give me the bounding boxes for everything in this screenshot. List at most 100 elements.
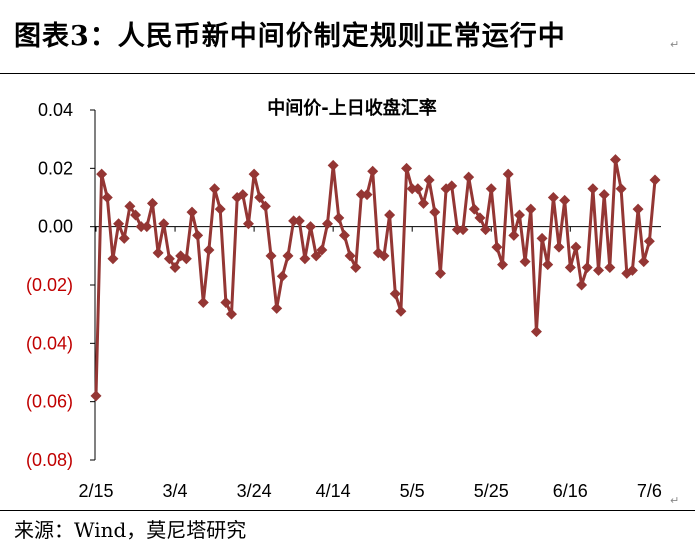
data-point-marker: [474, 212, 486, 224]
data-point-marker: [186, 206, 198, 218]
y-axis: 0.04 0.02 0.00 (0.02) (0.04) (0.06) (0.08): [26, 100, 96, 470]
data-point-marker: [214, 203, 226, 215]
data-point-marker: [333, 212, 345, 224]
data-point-marker: [163, 253, 175, 265]
data-point-marker: [570, 241, 582, 253]
data-point-marker: [242, 218, 254, 230]
data-point-marker: [130, 209, 142, 221]
data-point-marker: [480, 224, 492, 236]
x-tick-label: 7/6: [637, 481, 662, 501]
data-point-marker: [457, 224, 469, 236]
data-point-marker: [468, 203, 480, 215]
data-point-marker: [305, 221, 317, 233]
chart-title: 中间价-上日收盘汇率: [267, 97, 436, 119]
data-point-marker: [485, 183, 497, 195]
data-point-marker: [598, 189, 610, 201]
source-note: 来源：Wind，莫尼塔研究: [14, 518, 247, 542]
data-point-marker: [530, 326, 542, 338]
data-point-marker: [423, 174, 435, 186]
x-tick-label: 3/24: [237, 481, 272, 501]
data-point-marker: [581, 262, 593, 273]
data-point-marker: [175, 250, 187, 262]
data-point-marker: [107, 253, 119, 265]
data-point-marker: [361, 189, 373, 201]
data-point-marker: [327, 159, 339, 171]
data-point-marker: [152, 247, 164, 259]
data-point-marker: [508, 229, 520, 241]
data-point-marker: [101, 192, 113, 203]
data-point-marker: [587, 183, 599, 195]
data-point-marker: [553, 241, 565, 253]
data-point-marker: [547, 192, 559, 203]
series-line: [94, 158, 657, 396]
data-point-marker: [124, 200, 136, 212]
data-point-marker: [96, 168, 108, 180]
data-point-marker: [90, 390, 102, 402]
data-point-marker: [259, 200, 271, 212]
data-point-marker: [118, 232, 130, 244]
bottom-rule: [0, 510, 695, 511]
data-point-marker: [180, 253, 192, 265]
data-point-marker: [536, 232, 548, 244]
data-point-marker: [463, 171, 475, 183]
data-point-marker: [169, 262, 181, 273]
x-tick-label: 2/15: [78, 481, 113, 501]
data-point-marker: [338, 229, 350, 241]
x-tick-label: 4/14: [316, 481, 351, 501]
data-point-marker: [389, 288, 401, 300]
data-point-marker: [209, 183, 221, 195]
data-point-marker: [158, 218, 170, 230]
data-point-marker: [564, 262, 576, 273]
data-point-marker: [299, 253, 311, 265]
data-point-marker: [141, 221, 153, 233]
line-chart: 0.04 0.02 0.00 (0.02) (0.04) (0.06) (0.08) 2/1…: [26, 97, 662, 501]
data-point-marker: [451, 224, 463, 236]
data-point-marker: [643, 235, 655, 247]
data-point-marker: [378, 250, 390, 262]
data-point-marker: [265, 250, 277, 262]
data-point-marker: [322, 218, 334, 230]
data-point-marker: [491, 241, 503, 253]
data-point-marker: [559, 194, 571, 206]
data-point-marker: [310, 250, 322, 262]
plot-area: [90, 154, 661, 402]
data-point-marker: [203, 244, 215, 256]
data-point-marker: [282, 250, 294, 262]
data-point-marker: [609, 154, 621, 166]
data-point-marker: [355, 189, 367, 201]
data-point-marker: [412, 183, 424, 195]
data-point-marker: [384, 209, 396, 221]
data-point-marker: [288, 215, 300, 227]
data-point-marker: [434, 267, 446, 279]
data-point-marker: [395, 305, 407, 317]
data-point-marker: [615, 183, 627, 195]
x-tick-label: 5/25: [474, 481, 509, 501]
data-point-marker: [271, 302, 283, 314]
data-point-marker: [632, 203, 644, 215]
data-point-marker: [316, 244, 328, 256]
data-point-marker: [525, 203, 537, 215]
data-point-marker: [276, 270, 288, 282]
data-point-marker: [604, 262, 616, 273]
y-tick-label: 0.04: [38, 100, 73, 120]
y-tick-label: 0.02: [38, 158, 73, 178]
data-point-marker: [367, 165, 379, 177]
y-tick-label: 0.00: [38, 217, 73, 237]
data-point-marker: [638, 256, 650, 268]
data-point-marker: [344, 250, 356, 262]
y-tick-label: (0.08): [26, 450, 73, 470]
data-point-marker: [192, 229, 204, 241]
data-point-marker: [626, 264, 638, 276]
data-point-marker: [237, 189, 249, 201]
data-point-marker: [649, 174, 661, 186]
x-tick-label: 5/5: [400, 481, 425, 501]
paragraph-mark-icon: ↵: [670, 38, 680, 51]
data-point-marker: [502, 168, 514, 180]
data-point-marker: [513, 209, 525, 221]
data-point-marker: [429, 206, 441, 218]
data-point-marker: [135, 221, 147, 233]
x-tick-label: 6/16: [553, 481, 588, 501]
data-point-marker: [254, 192, 266, 203]
paragraph-mark-icon: ↵: [670, 494, 680, 507]
data-point-marker: [293, 215, 305, 227]
